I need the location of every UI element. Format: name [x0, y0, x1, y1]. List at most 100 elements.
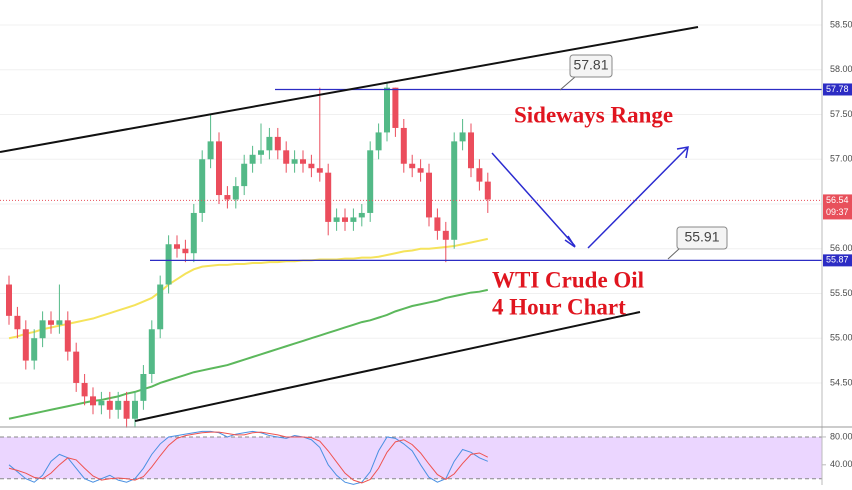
candle-body: [64, 320, 71, 352]
candle-body: [132, 400, 138, 419]
candle-body: [451, 141, 458, 240]
annotation: Sideways Range: [514, 102, 673, 127]
candle-body: [6, 284, 12, 316]
callout-pointer: [559, 76, 576, 91]
candle-body: [199, 159, 206, 213]
price-tag-label: 56.54: [826, 195, 849, 205]
callout-box: [569, 54, 613, 78]
candle-body: [174, 244, 180, 249]
candle-body: [434, 217, 441, 231]
y-axis: 54.5055.0055.5056.0056.5057.0057.5058.00…: [822, 19, 852, 469]
arrow-head: [676, 146, 689, 159]
candle-body: [392, 87, 399, 128]
arrow-head: [564, 235, 576, 248]
candle-body: [409, 163, 416, 169]
price-tag: [823, 254, 852, 267]
candle-body: [190, 212, 197, 254]
candle-body: [224, 195, 231, 200]
price-tag-label: 57.78: [826, 84, 849, 94]
candle-body: [216, 141, 222, 196]
candle-body: [39, 320, 46, 339]
annotation: WTI Crude Oil: [492, 267, 644, 292]
y-tick-label: 58.50: [830, 19, 852, 29]
candle-body: [274, 136, 281, 151]
candle-body: [300, 159, 306, 164]
candle-body: [157, 284, 164, 330]
candle-body: [31, 338, 38, 361]
candle-body: [106, 400, 113, 410]
candle-body: [283, 150, 290, 164]
candle-body: [123, 400, 130, 419]
arrow-up: [587, 146, 689, 249]
candle-body: [22, 329, 29, 361]
candle-body: [182, 248, 189, 254]
arrow-down: [491, 152, 576, 247]
candle-body: [98, 400, 105, 406]
grid: [0, 24, 822, 384]
price-tag: [823, 83, 852, 96]
candle-body: [358, 212, 365, 218]
callout-pointer: [667, 247, 681, 260]
price-tag-label: 55.87: [826, 255, 849, 265]
indicator-line: [8, 237, 489, 340]
candle-body: [165, 244, 172, 285]
candle-body: [249, 154, 256, 164]
candle-body: [148, 329, 155, 374]
y-tick-label: 58.00: [830, 64, 852, 74]
candle-body: [56, 320, 63, 325]
oscillator-band: [0, 436, 822, 479]
countdown: 09:37: [826, 207, 849, 217]
candle-body: [241, 163, 248, 187]
callout-label: 57.81: [573, 57, 608, 73]
candle-body: [350, 217, 357, 222]
callout-box: [676, 226, 728, 250]
price-pane: [0, 83, 822, 428]
candle-body: [266, 136, 273, 151]
y-tick-label: 55.50: [830, 288, 852, 298]
candle-body: [459, 132, 466, 142]
indicator-line: [8, 288, 489, 420]
candle-body: [384, 87, 390, 133]
annotation: 4 Hour Chart: [492, 294, 626, 319]
indicator-line: [8, 430, 488, 485]
y-tick-label: 57.00: [830, 154, 852, 164]
candle-body: [258, 150, 264, 155]
y-tick-label: 40.00: [830, 459, 852, 469]
candle-body: [400, 127, 407, 164]
candle-body: [375, 132, 382, 151]
oscillator-pane: [0, 430, 822, 485]
y-tick-label: 57.50: [830, 109, 852, 119]
channel-lower: [134, 311, 641, 422]
y-tick-label: 80.00: [830, 431, 852, 441]
y-tick-label: 55.00: [830, 333, 852, 343]
candle-body: [325, 172, 332, 222]
candle-body: [476, 168, 483, 182]
candle-body: [367, 150, 374, 213]
candle-body: [442, 230, 449, 240]
candle-body: [140, 374, 147, 401]
candle-body: [468, 132, 474, 169]
indicator-line: [8, 431, 489, 484]
candle-body: [73, 351, 80, 383]
candle-body: [484, 181, 491, 200]
candle-body: [316, 168, 323, 173]
callout-label: 55.91: [684, 229, 719, 245]
candle-body: [308, 163, 315, 169]
candle-body: [342, 217, 348, 222]
candle-body: [426, 172, 432, 218]
candle-body: [48, 320, 54, 325]
candle-body: [115, 400, 122, 410]
price-tag: [823, 194, 852, 220]
y-tick-label: 56.00: [830, 243, 852, 253]
candle-body: [291, 159, 298, 164]
candle-body: [417, 168, 424, 173]
candle-body: [81, 382, 88, 397]
candle-body: [207, 141, 214, 160]
y-tick-label: 54.50: [830, 377, 852, 387]
candle-body: [90, 396, 96, 406]
candle-body: [14, 315, 21, 330]
candle-body: [333, 217, 340, 222]
channel-upper: [0, 26, 699, 153]
